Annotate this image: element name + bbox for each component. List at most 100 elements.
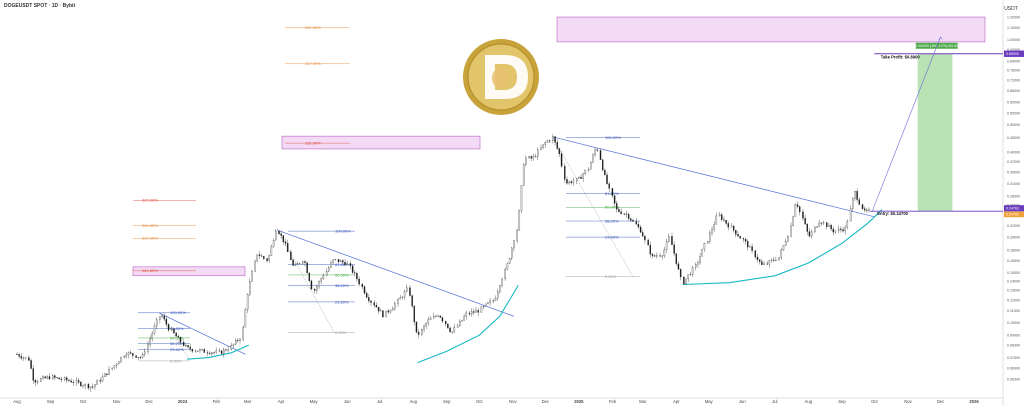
candle-body-222 (544, 142, 547, 145)
candle-body-3 (22, 357, 25, 359)
candle-body-175 (433, 316, 435, 319)
candle-body-342 (830, 225, 832, 230)
candle-body-123 (308, 272, 310, 282)
candle-body-156 (387, 310, 390, 313)
candle-body-190 (468, 312, 471, 315)
candle-body-193 (475, 310, 477, 313)
support-curve-2023 (186, 344, 249, 360)
fib-label-g1-0: 327.00% (142, 198, 158, 203)
candle-body-154 (382, 310, 384, 318)
candle-body-183 (451, 331, 453, 333)
candle-body-7 (32, 368, 34, 381)
candle-body-104 (263, 256, 265, 259)
candle-body-107 (270, 246, 273, 256)
candle-body-197 (485, 303, 487, 307)
candle-body-321 (780, 249, 783, 258)
y-tick-6: 0.72000 (1007, 78, 1020, 82)
candle-body-287 (699, 256, 701, 263)
candle-body-276 (673, 244, 675, 254)
candle-body-248 (606, 174, 608, 184)
candle-body-261 (637, 224, 640, 228)
candle-body-164 (406, 287, 408, 292)
candle-body-161 (399, 297, 401, 300)
candle-body-337 (818, 222, 820, 227)
x-tick-21: May (705, 399, 714, 404)
y-tick-10: 0.50000 (1007, 123, 1020, 127)
candle-body-311 (756, 256, 759, 260)
fib-label-g2-5: 0.00% (335, 330, 347, 335)
candle-body-60 (159, 316, 161, 320)
candle-body-88 (225, 349, 227, 351)
candle-body-269 (656, 255, 658, 257)
candle-body-220 (540, 147, 542, 150)
candle-body-55 (147, 344, 149, 352)
candle-body-221 (542, 144, 544, 149)
candle-body-259 (632, 220, 634, 222)
fib-label-g1-3: 161.80% (142, 268, 158, 273)
fib-label-g4-2: 50.00% (605, 205, 619, 210)
candle-body-64 (167, 324, 170, 331)
y-tick-26: 0.12000 (1007, 298, 1020, 302)
candle-body-349 (846, 220, 849, 228)
candle-body-86 (220, 350, 223, 354)
y-axis-unit: USDT (1004, 6, 1018, 12)
candle-body-313 (761, 261, 763, 265)
candle-body-251 (613, 195, 616, 204)
candle-body-33 (94, 384, 96, 387)
projection-arrow-head (938, 36, 943, 41)
candle-body-223 (546, 140, 549, 143)
y-tick-16: 0.28000 (1007, 194, 1020, 198)
candle-body-20 (63, 377, 66, 380)
candle-body-74 (191, 349, 194, 352)
candle-body-128 (320, 278, 322, 282)
candle-body-4 (24, 357, 27, 359)
candle-body-201 (494, 297, 497, 301)
candle-body-75 (194, 350, 197, 352)
candle-body-198 (487, 302, 489, 305)
candle-body-217 (532, 156, 535, 159)
candle-body-165 (409, 287, 411, 296)
candle-body-93 (237, 340, 239, 341)
candle-body-257 (627, 214, 630, 219)
x-tick-2: Oct (80, 399, 87, 404)
candle-body-216 (530, 156, 532, 159)
candle-body-158 (391, 308, 394, 311)
candle-body-169 (417, 332, 420, 335)
candle-body-208 (511, 247, 513, 259)
candle-body-35 (99, 380, 102, 382)
candle-body-186 (459, 321, 461, 327)
candle-body-143 (356, 273, 358, 280)
candle-body-228 (558, 148, 561, 154)
candle-body-289 (703, 243, 706, 250)
y-tick-13: 0.37000 (1007, 160, 1020, 164)
candle-body-330 (802, 211, 804, 219)
candle-body-189 (465, 312, 467, 317)
y-tick-33: 0.06300 (1007, 378, 1020, 382)
candle-body-320 (778, 257, 780, 261)
x-tick-24: Aug (805, 399, 813, 404)
candle-body-353 (856, 191, 858, 200)
candle-body-97 (246, 294, 249, 310)
candle-body-224 (548, 140, 551, 142)
x-tick-4: Dec (145, 399, 152, 404)
candle-body-302 (735, 230, 737, 235)
y-tick-14: 0.34000 (1007, 170, 1020, 174)
candle-body-23 (70, 380, 72, 383)
candle-body-290 (706, 241, 709, 244)
candle-body-207 (508, 257, 511, 264)
x-tick-9: May (310, 399, 319, 404)
candle-body-48 (129, 352, 132, 354)
entry-label: Entry: $0.24700 (877, 211, 908, 216)
candle-body-200 (492, 300, 495, 302)
candle-body-246 (601, 159, 604, 171)
candle-body-283 (689, 274, 692, 276)
candle-body-212 (520, 185, 523, 211)
candle-body-151 (375, 305, 378, 308)
candle-body-352 (854, 191, 856, 199)
fib-label-g4-5: 0.00% (605, 274, 617, 279)
candle-body-118 (296, 263, 299, 266)
candle-body-103 (260, 255, 263, 257)
candle-body-210 (516, 229, 518, 241)
fib-label-g2-2: 50.00% (335, 272, 349, 277)
